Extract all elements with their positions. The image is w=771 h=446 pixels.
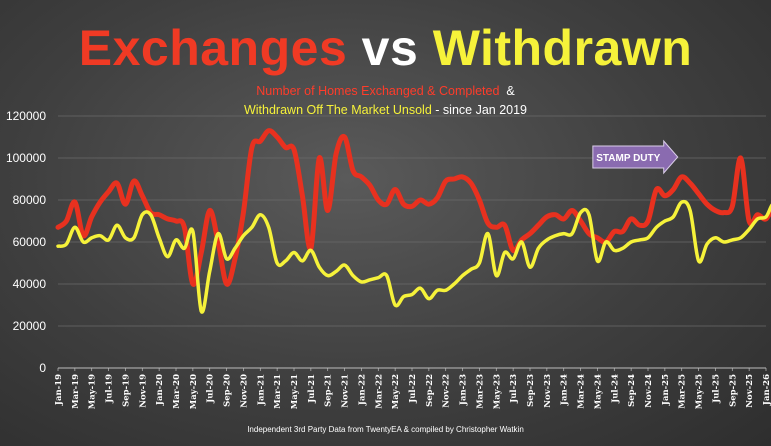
x-tick-label: May-25 [695, 374, 705, 409]
x-tick-label: Mar-25 [678, 374, 688, 409]
y-tick-label: 40000 [13, 277, 47, 291]
x-tick-label: Nov-23 [543, 374, 553, 408]
x-tick-label: Jan-21 [256, 374, 266, 406]
x-tick-label: Nov-24 [644, 374, 654, 408]
x-tick-label: Jan-19 [54, 374, 64, 406]
x-tick-label: Nov-22 [442, 374, 452, 408]
x-tick-label: Sep-19 [121, 374, 131, 407]
source-footer: Independent 3rd Party Data from TwentyEA… [247, 425, 524, 434]
x-tick-label: Sep-20 [223, 374, 233, 407]
subtitle-since: - since Jan 2019 [435, 103, 528, 117]
x-tick-label: Jul-21 [307, 374, 317, 404]
x-tick-label: May-21 [290, 374, 300, 409]
x-tick-label: May-20 [189, 374, 199, 409]
x-tick-label: Jan-23 [459, 374, 469, 406]
x-tick-label: Nov-21 [341, 374, 351, 408]
series-group [55, 128, 771, 314]
x-tick-label: May-22 [391, 374, 401, 409]
x-tick-label: Jul-19 [105, 374, 115, 404]
x-tick-label: Sep-24 [627, 374, 637, 407]
subtitle-line-2: Withdrawn Off The Market Unsold - since … [0, 103, 771, 117]
x-tick-label: Mar-24 [577, 374, 587, 409]
x-tick-label: Jul-23 [509, 374, 519, 404]
x-tick-label: Jan-24 [560, 374, 570, 406]
stamp-duty-label: STAMP DUTY [596, 153, 660, 164]
series-line-exchanges [55, 128, 771, 287]
subtitle-ampersand: & [506, 84, 515, 98]
subtitle-exchanged: Number of Homes Exchanged & Completed [256, 84, 500, 98]
x-tick-label: Mar-20 [172, 374, 182, 409]
annotation-group: STAMP DUTY [592, 139, 679, 175]
x-tick-label: Mar-22 [374, 374, 384, 409]
x-tick-label: Jan-26 [762, 374, 771, 406]
y-tick-label: 20000 [13, 319, 47, 333]
x-tick-label: May-23 [492, 374, 502, 409]
x-tick-label: May-19 [88, 374, 98, 409]
x-tick-label: Jul-20 [206, 374, 216, 404]
x-axis-ticks: Jan-19 Mar-19 May-19 Jul-19 Sep-19 Nov-19 Jan-… [54, 368, 771, 409]
y-tick-label: 100000 [6, 151, 46, 165]
x-tick-label: Sep-25 [728, 374, 738, 407]
subtitle-withdrawn: Withdrawn Off The Market Unsold [243, 103, 432, 117]
x-tick-label: Jul-25 [711, 374, 721, 404]
x-tick-label: Jul-24 [610, 374, 620, 404]
y-tick-label: 60000 [13, 235, 47, 249]
x-tick-label: Sep-21 [324, 374, 334, 407]
x-tick-label: Jan-20 [155, 374, 165, 406]
y-axis-ticks: 0 20000 40000 60000 80000 100000 120000 [6, 109, 46, 375]
x-tick-label: Mar-21 [273, 374, 283, 409]
subtitle-line-1: Number of Homes Exchanged & Completed & [0, 84, 771, 98]
y-tick-label: 0 [39, 361, 46, 375]
x-tick-label: Nov-19 [138, 374, 148, 408]
x-tick-label: May-24 [593, 374, 603, 409]
title-exchanges: Exchanges [78, 20, 348, 76]
stamp-duty-arrow [592, 139, 679, 175]
x-tick-label: Sep-22 [425, 374, 435, 407]
x-tick-label: Jan-22 [357, 374, 367, 406]
chart-title: Exchanges vs Withdrawn [0, 18, 771, 78]
x-tick-label: Nov-25 [745, 374, 755, 408]
x-tick-label: Sep-23 [526, 374, 536, 407]
x-tick-label: Mar-23 [475, 374, 485, 409]
x-tick-label: Jan-25 [661, 374, 671, 406]
title-withdrawn: Withdrawn [432, 20, 693, 76]
y-tick-label: 80000 [13, 193, 47, 207]
x-tick-label: Jul-22 [408, 374, 418, 404]
title-vs: vs [361, 20, 419, 76]
x-tick-label: Mar-19 [71, 374, 81, 409]
x-tick-label: Nov-20 [239, 374, 249, 408]
series-line-withdrawn [56, 199, 771, 314]
y-tick-label: 120000 [6, 109, 46, 123]
